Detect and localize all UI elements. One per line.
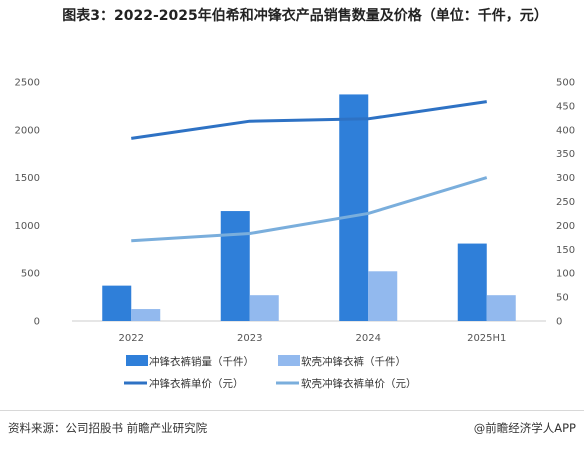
y-left-tick-label: 2500: [15, 78, 40, 89]
y-left-tick-label: 2000: [15, 125, 40, 136]
y-right-tick-label: 200: [556, 221, 575, 232]
legend-label: 软壳冲锋衣裤单价（元）: [301, 377, 417, 390]
bar-softshell: [486, 295, 516, 321]
y-right-tick-label: 150: [556, 245, 575, 256]
y-right-tick-label: 450: [556, 101, 575, 112]
footer-divider: [0, 410, 584, 411]
footer: 资料来源：公司招股书 前瞻产业研究院 @前瞻经济学人APP: [8, 420, 576, 442]
y-right-tick-label: 300: [556, 173, 575, 184]
line-main-price: [131, 100, 487, 140]
bar-softshell: [368, 271, 398, 321]
bar-main: [102, 285, 132, 321]
chart-title: 图表3：2022-2025年伯希和冲锋衣产品销售数量及价格（单位：千件，元）: [62, 8, 548, 24]
y-left-tick-label: 1500: [15, 173, 40, 184]
y-right-tick-label: 100: [556, 269, 575, 280]
bar-main: [339, 94, 369, 321]
y-left-tick-label: 1000: [15, 221, 40, 232]
x-tick-label: 2025H1: [467, 333, 506, 344]
bar-main: [457, 243, 487, 321]
bar-softshell: [249, 295, 279, 321]
bar-main: [220, 211, 250, 321]
x-tick-label: 2023: [237, 333, 262, 344]
y-right-tick-label: 350: [556, 149, 575, 160]
legend-swatch: [126, 355, 148, 366]
x-tick-label: 2024: [356, 333, 381, 344]
x-tick-label: 2022: [119, 333, 144, 344]
legend-swatch: [278, 355, 300, 366]
y-left-tick-label: 500: [21, 269, 40, 280]
legend-label: 冲锋衣裤单价（元）: [149, 377, 244, 390]
y-right-tick-label: 400: [556, 125, 575, 136]
y-right-tick-label: 0: [556, 317, 562, 328]
legend-label: 软壳冲锋衣裤（千件）: [301, 355, 406, 368]
brand-credit: @前瞻经济学人APP: [473, 421, 576, 435]
y-right-tick-label: 500: [556, 78, 575, 89]
source-note: 资料来源：公司招股书 前瞻产业研究院: [8, 421, 208, 435]
line-softshell-price: [131, 176, 488, 243]
y-left-tick-label: 0: [34, 317, 40, 328]
legend-label: 冲锋衣裤销量（千件）: [149, 355, 254, 368]
y-right-tick-label: 50: [556, 293, 569, 304]
bar-softshell: [131, 309, 161, 321]
y-right-tick-label: 250: [556, 197, 575, 208]
